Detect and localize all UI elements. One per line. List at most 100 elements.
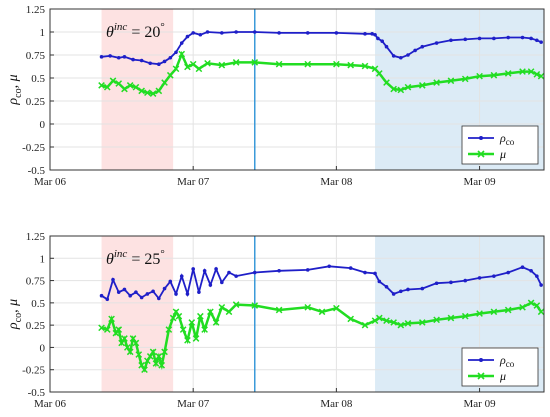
data-point — [162, 59, 167, 64]
data-point — [390, 319, 397, 326]
data-point — [232, 59, 240, 66]
data-point — [449, 280, 453, 285]
data-point — [397, 86, 405, 94]
data-point — [304, 60, 312, 68]
data-point — [184, 63, 191, 71]
series-plot — [98, 264, 545, 374]
data-point — [318, 308, 326, 316]
data-point — [165, 326, 173, 333]
data-point — [304, 303, 312, 311]
ylabel-rest: , μ — [6, 74, 21, 88]
data-point — [126, 82, 134, 89]
ylabel-rho: ρ — [6, 322, 21, 330]
data-point — [533, 70, 541, 78]
chart-panel-top: -0.5 -0.25 0 0.25 0.5 0.75 1 1.25 Mar 06 Mar 07 Ma… — [6, 4, 545, 188]
data-point — [121, 85, 128, 93]
legend-item-rho-co: ρco — [468, 131, 515, 147]
y-tick-label: 0.75 — [26, 50, 46, 62]
data-point — [220, 31, 224, 35]
data-point — [333, 60, 340, 68]
data-point — [535, 38, 539, 43]
data-point — [461, 312, 469, 320]
data-point — [202, 268, 207, 273]
data-point — [363, 32, 367, 36]
y-tick-label: -0.5 — [28, 165, 46, 177]
y-tick-label: 1 — [40, 253, 46, 265]
chart-panel-bottom: -0.5 -0.25 0 0.25 0.5 0.75 1 1.25 Mar 06 Mar 07 Ma… — [6, 231, 545, 410]
data-point — [461, 75, 469, 83]
series-plot — [98, 30, 545, 97]
data-point — [376, 314, 383, 322]
data-point — [333, 304, 340, 312]
legend-marker — [479, 136, 483, 140]
data-point — [535, 274, 539, 278]
data-point — [155, 87, 163, 95]
x-tick-label: Mar 09 — [464, 398, 497, 410]
y-axis-label: ρco, μ — [6, 299, 24, 330]
x-tick-label: Mar 08 — [320, 176, 353, 188]
data-point — [384, 44, 389, 49]
legend-box — [461, 125, 539, 165]
data-point — [334, 31, 339, 35]
data-point — [123, 344, 131, 351]
data-point — [169, 314, 177, 322]
data-point — [162, 286, 167, 291]
data-point — [141, 366, 148, 374]
data-point — [447, 77, 455, 85]
data-point — [198, 32, 203, 37]
data-point — [195, 65, 203, 73]
data-point — [363, 270, 367, 275]
x-tick-label: Mar 07 — [177, 176, 210, 188]
data-point — [208, 283, 213, 287]
data-point — [111, 277, 115, 282]
data-point — [527, 68, 535, 75]
data-point — [118, 339, 125, 347]
data-point — [148, 61, 153, 66]
data-point — [105, 297, 110, 302]
data-point — [275, 306, 283, 314]
data-point — [418, 82, 426, 89]
data-point — [277, 31, 281, 35]
data-point — [184, 336, 191, 344]
y-tick-label: -0.25 — [22, 142, 45, 154]
annotation-value: = 20 — [127, 24, 160, 41]
data-point — [418, 319, 426, 326]
data-point — [172, 65, 180, 73]
data-point — [275, 60, 283, 68]
data-point — [129, 335, 137, 342]
ylabel-rest: , μ — [6, 299, 21, 313]
data-point — [168, 279, 173, 284]
ylabel-sub: co — [13, 313, 24, 322]
x-tick-label: Mar 08 — [320, 398, 353, 410]
data-point — [116, 55, 121, 60]
data-point — [399, 289, 403, 294]
incidence-angle-annotation: θinc = 20° — [106, 21, 165, 41]
data-point — [504, 70, 512, 77]
data-point — [108, 54, 112, 58]
series-rho-co — [99, 264, 543, 302]
legend-item-mu: μ — [468, 147, 506, 161]
data-point — [214, 267, 218, 271]
legend-label: ρco — [499, 353, 515, 369]
ylabel-sub: co — [13, 88, 24, 97]
data-point — [305, 268, 310, 272]
data-point — [149, 90, 157, 97]
data-point — [98, 82, 105, 89]
axes-frame — [49, 235, 545, 393]
x-tick-label: Mar 06 — [34, 176, 67, 188]
data-point — [361, 321, 369, 329]
data-point — [476, 72, 483, 80]
data-point — [138, 87, 145, 95]
data-point — [116, 290, 121, 294]
legend-item-rho-co: ρco — [468, 353, 515, 369]
y-axis-label: ρco, μ — [6, 74, 24, 105]
ylabel-rho: ρ — [6, 98, 21, 106]
data-point — [218, 61, 226, 69]
data-point — [146, 353, 154, 360]
data-point — [380, 39, 384, 43]
legend-label: ρco — [499, 131, 515, 147]
data-point — [384, 285, 389, 289]
data-point — [404, 320, 412, 327]
data-point — [391, 292, 396, 296]
data-point — [490, 308, 498, 316]
